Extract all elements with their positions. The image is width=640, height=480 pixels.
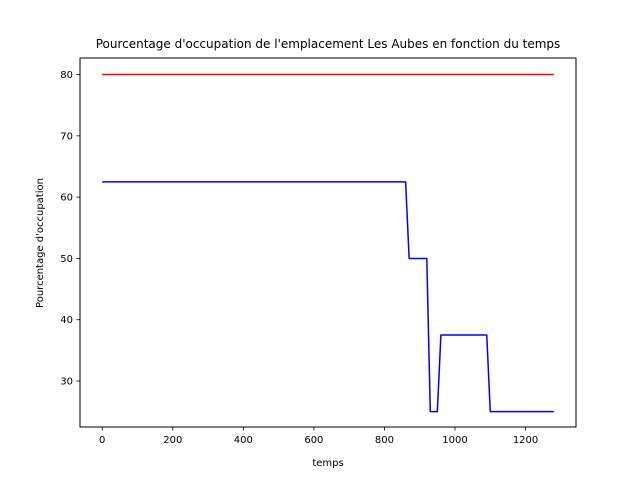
axes-frame — [79, 57, 577, 428]
chart-title: Pourcentage d'occupation de l'emplacemen… — [96, 37, 561, 51]
y-tick-label: 40 — [60, 315, 73, 326]
x-tick-label: 1000 — [442, 435, 467, 446]
y-axis-label: Pourcentage d'occupation — [35, 178, 46, 308]
x-ticks: 0 200 400 600 800 1000 1200 — [99, 427, 538, 446]
x-axis-label: temps — [312, 458, 343, 469]
series-line-1 — [102, 181, 554, 413]
y-tick-label: 70 — [60, 131, 73, 142]
plot-lines — [102, 73, 554, 413]
x-tick-label: 600 — [304, 435, 323, 446]
x-tick-label: 200 — [163, 435, 182, 446]
y-tick-label: 30 — [60, 377, 73, 388]
x-tick-label: 400 — [234, 435, 253, 446]
x-tick-label: 1200 — [513, 435, 538, 446]
x-tick-label: 0 — [99, 435, 105, 446]
y-tick-label: 80 — [60, 70, 73, 81]
x-tick-label: 800 — [375, 435, 394, 446]
y-ticks: 30 40 50 60 70 80 — [60, 70, 80, 388]
y-tick-label: 50 — [60, 254, 73, 265]
y-tick-label: 60 — [60, 193, 73, 204]
